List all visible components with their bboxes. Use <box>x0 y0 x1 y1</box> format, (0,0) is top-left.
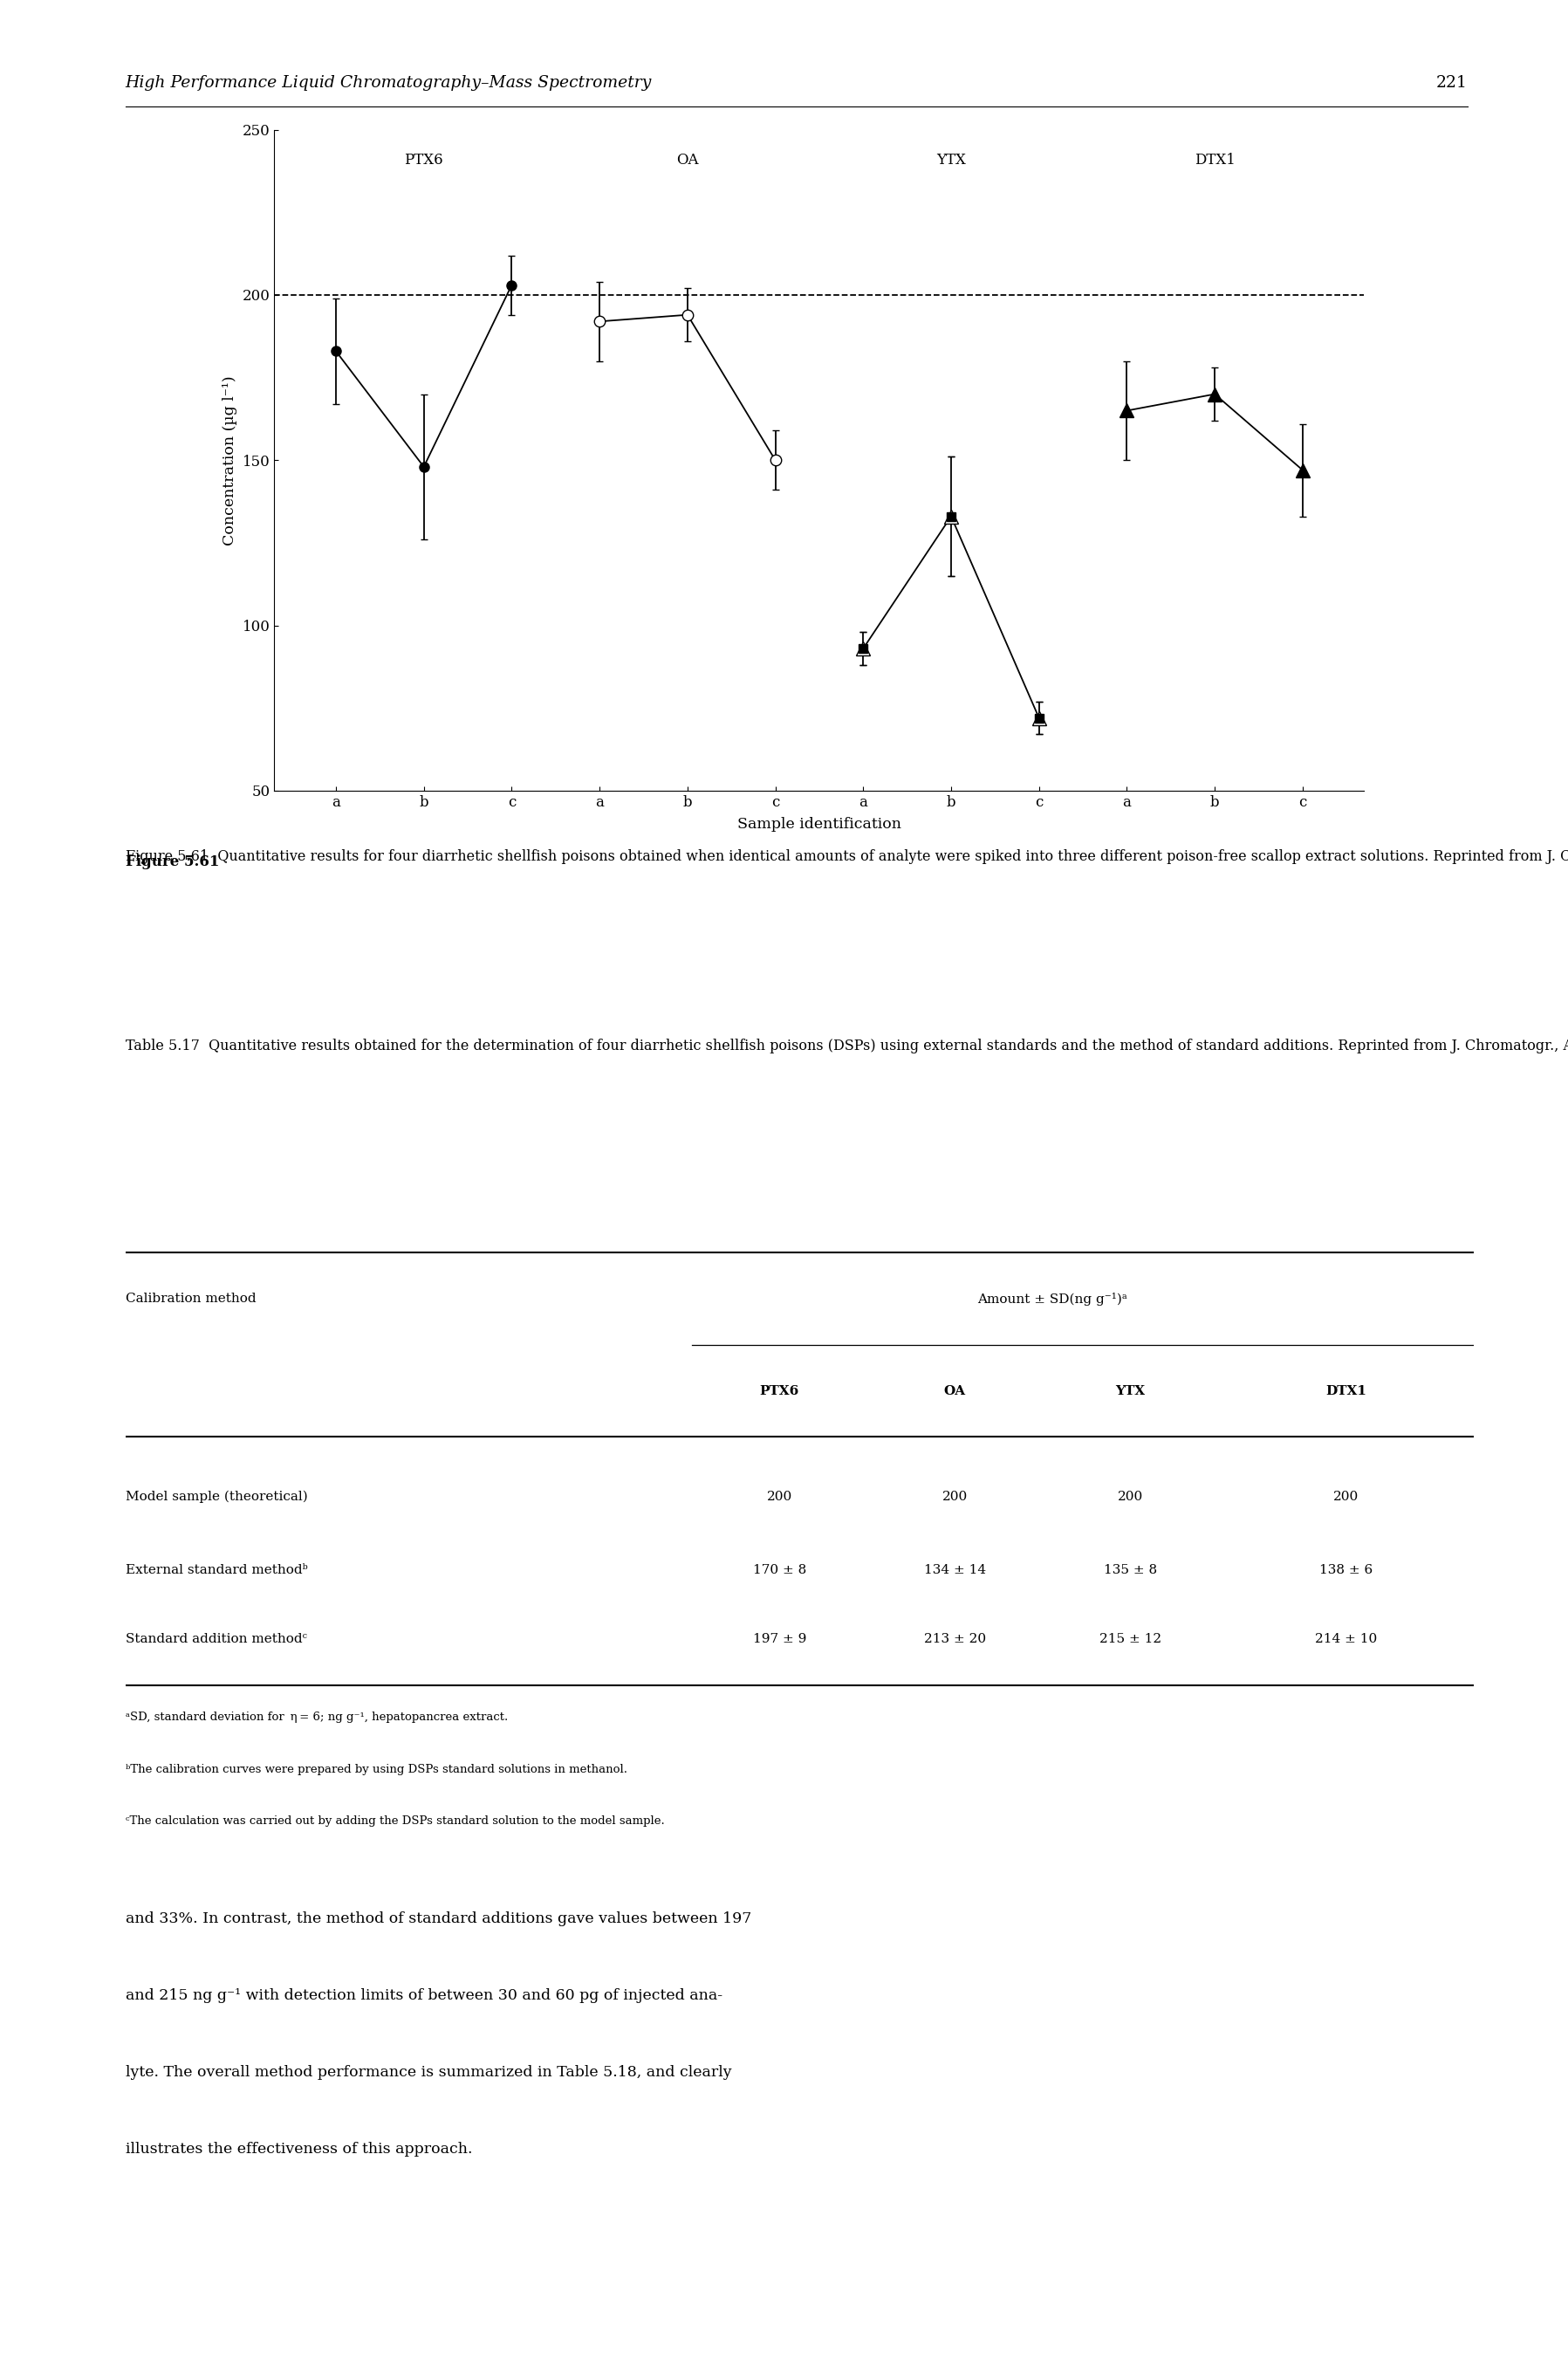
Text: ᶜThe calculation was carried out by adding the DSPs standard solution to the mod: ᶜThe calculation was carried out by addi… <box>125 1815 665 1827</box>
Text: 135 ± 8: 135 ± 8 <box>1104 1565 1157 1576</box>
Text: 213 ± 20: 213 ± 20 <box>924 1633 986 1645</box>
Text: illustrates the effectiveness of this approach.: illustrates the effectiveness of this ap… <box>125 2143 472 2157</box>
Text: Table 5.17  Quantitative results obtained for the determination of four diarrhet: Table 5.17 Quantitative results obtained… <box>125 1038 1568 1053</box>
Text: External standard methodᵇ: External standard methodᵇ <box>125 1565 307 1576</box>
Text: lyte. The overall method performance is summarized in Table 5.18, and clearly: lyte. The overall method performance is … <box>125 2065 732 2079</box>
Text: Figure 5.61  Quantitative results for four diarrhetic shellfish poisons obtained: Figure 5.61 Quantitative results for fou… <box>125 850 1568 864</box>
Text: 200: 200 <box>1118 1492 1143 1503</box>
Text: Standard addition methodᶜ: Standard addition methodᶜ <box>125 1633 307 1645</box>
Text: OA: OA <box>676 153 699 168</box>
Text: 170 ± 8: 170 ± 8 <box>753 1565 806 1576</box>
Text: Figure 5.61: Figure 5.61 <box>125 854 220 868</box>
Text: ᵇThe calibration curves were prepared by using DSPs standard solutions in methan: ᵇThe calibration curves were prepared by… <box>125 1763 627 1775</box>
Text: DTX1: DTX1 <box>1195 153 1236 168</box>
Text: YTX: YTX <box>936 153 966 168</box>
Text: Calibration method: Calibration method <box>125 1293 256 1305</box>
Text: PTX6: PTX6 <box>405 153 444 168</box>
Text: DTX1: DTX1 <box>1325 1385 1366 1397</box>
Text: ᵃSD, standard deviation for  η = 6; ng g⁻¹, hepatopancrea extract.: ᵃSD, standard deviation for η = 6; ng g⁻… <box>125 1711 508 1723</box>
Text: PTX6: PTX6 <box>760 1385 800 1397</box>
Text: 221: 221 <box>1436 76 1468 90</box>
Text: 134 ± 14: 134 ± 14 <box>924 1565 986 1576</box>
Text: OA: OA <box>944 1385 966 1397</box>
Text: 214 ± 10: 214 ± 10 <box>1314 1633 1377 1645</box>
Text: 200: 200 <box>1333 1492 1358 1503</box>
Text: 200: 200 <box>942 1492 967 1503</box>
Text: 197 ± 9: 197 ± 9 <box>753 1633 806 1645</box>
Text: Amount ± SD(ng g⁻¹)ᵃ: Amount ± SD(ng g⁻¹)ᵃ <box>977 1293 1127 1305</box>
Text: 215 ± 12: 215 ± 12 <box>1099 1633 1160 1645</box>
Text: High Performance Liquid Chromatography–Mass Spectrometry: High Performance Liquid Chromatography–M… <box>125 76 652 90</box>
Y-axis label: Concentration (µg l⁻¹): Concentration (µg l⁻¹) <box>223 375 237 545</box>
Text: Model sample (theoretical): Model sample (theoretical) <box>125 1492 307 1503</box>
X-axis label: Sample identification: Sample identification <box>737 817 902 831</box>
Text: and 33%. In contrast, the method of standard additions gave values between 197: and 33%. In contrast, the method of stan… <box>125 1912 751 1926</box>
Text: and 215 ng g⁻¹ with detection limits of between 30 and 60 pg of injected ana-: and 215 ng g⁻¹ with detection limits of … <box>125 1987 723 2004</box>
Text: 200: 200 <box>767 1492 792 1503</box>
Text: YTX: YTX <box>1115 1385 1145 1397</box>
Text: 138 ± 6: 138 ± 6 <box>1319 1565 1372 1576</box>
